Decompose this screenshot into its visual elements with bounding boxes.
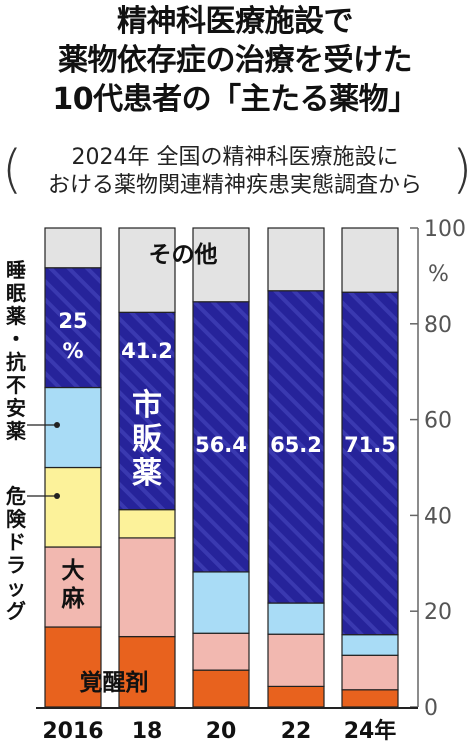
label-danger-char-5: グ — [6, 599, 26, 623]
chart-title: 精神科医療施設で 薬物依存症の治療を受けた 10代患者の「主たる薬物」 — [0, 2, 470, 119]
bar-sleep-2 — [192, 571, 250, 634]
label-otc-char-2: 薬 — [132, 456, 162, 491]
bar-other-3 — [267, 227, 325, 292]
bar-other-1 — [118, 227, 176, 313]
data-label-otc-1: 41.2 — [121, 339, 173, 363]
leader-dot-sleep — [54, 422, 60, 428]
x-tick-label-3: 22 — [281, 719, 312, 744]
x-tick-label-2: 20 — [206, 719, 237, 744]
y-tick-label-0: 0 — [424, 696, 438, 721]
bar-otc-1 — [118, 311, 176, 511]
y-tick-label-80: 80 — [424, 313, 452, 338]
bar-meth-0 — [44, 626, 102, 708]
bar-sleep-3 — [267, 602, 325, 635]
label-cannabis-char-0: 大 — [62, 558, 85, 584]
label-meth: 覚醒剤 — [80, 669, 149, 696]
bar-cannabis-1 — [118, 537, 176, 638]
y-tick-label-100: 100 — [424, 217, 466, 242]
label-sleep-char-2: 薬 — [6, 304, 26, 328]
bar-danger-0 — [44, 466, 102, 548]
y-tick-label-40: 40 — [424, 504, 452, 529]
label-danger-char-2: ド — [6, 530, 26, 554]
bar-meth-4 — [341, 689, 399, 708]
label-sleep-char-7: 薬 — [6, 419, 26, 443]
label-sleep-char-1: 眠 — [6, 281, 26, 305]
bar-meth-2 — [192, 669, 250, 708]
subtitle-line-2: おける薬物関連精神疾患実態調査から — [47, 173, 422, 198]
data-label-otc-2: 56.4 — [195, 433, 247, 457]
bar-otc-2 — [192, 301, 250, 573]
chart-labels: 25% 41.256.4 65.2 71.5その他市販薬覚醒剤大麻睡眠薬・抗不安薬危険… — [6, 242, 396, 696]
bar-otc-3 — [267, 290, 325, 604]
title-line-3: 10代患者の「主たる薬物」 — [52, 82, 418, 117]
x-tick-label-4: 24年 — [344, 718, 397, 744]
x-tick-label-1: 18 — [132, 719, 163, 744]
bar-cannabis-4 — [341, 654, 399, 691]
subtitle-line-1: 2024年 全国の精神科医療施設に — [71, 145, 399, 170]
bar-cannabis-0 — [44, 546, 102, 628]
leader-dot-danger — [54, 493, 60, 499]
label-danger-char-4: ッ — [6, 576, 26, 600]
x-axis: 2016 18 20 22 24年 — [36, 707, 418, 744]
bar-danger-1 — [118, 509, 176, 539]
label-danger-char-0: 危 — [6, 484, 26, 508]
label-danger-char-3: ラ — [6, 553, 26, 577]
bar-otc-0 — [44, 267, 102, 389]
bar-other-0 — [44, 227, 102, 269]
data-label-otc-0-0: 25 — [58, 309, 87, 333]
label-sleep-char-5: 不 — [6, 373, 26, 397]
bar-other-4 — [341, 227, 399, 293]
bar-meth-1 — [118, 635, 176, 708]
chart-subtitle: ( 2024年 全国の精神科医療施設に おける薬物関連精神疾患実態調査から ) — [0, 140, 470, 202]
label-sleep-char-6: 安 — [6, 396, 26, 420]
subtitle-open-paren: ( — [2, 140, 23, 200]
y-tick-label-60: 60 — [424, 409, 452, 434]
label-other: その他 — [149, 242, 218, 268]
y-tick-label-20: 20 — [424, 600, 452, 625]
title-line-2: 薬物依存症の治療を受けた — [58, 43, 413, 78]
y-axis: 0 20 40 60 80 100% — [410, 217, 466, 721]
bars-group — [44, 227, 399, 708]
bar-cannabis-2 — [192, 632, 250, 671]
bar-sleep-4 — [341, 634, 399, 656]
data-label-otc-4: 71.5 — [344, 433, 396, 457]
bar-otc-4 — [341, 291, 399, 636]
label-cannabis-char-1: 麻 — [61, 585, 86, 612]
label-sleep-char-3: ・ — [6, 327, 26, 351]
bar-sleep-0 — [44, 386, 102, 469]
label-otc-char-0: 市 — [132, 388, 162, 423]
bar-other-2 — [192, 227, 250, 303]
data-label-otc-3: 65.2 — [270, 433, 322, 457]
label-sleep-char-0: 睡 — [6, 258, 26, 282]
bar-cannabis-3 — [267, 633, 325, 688]
subtitle-close-paren: ) — [452, 142, 470, 198]
label-sleep-char-4: 抗 — [6, 350, 26, 374]
label-danger-char-1: 険 — [6, 507, 27, 531]
bar-meth-3 — [267, 685, 325, 708]
x-tick-label-0: 2016 — [42, 719, 103, 744]
title-line-1: 精神科医療施設で — [117, 4, 354, 39]
data-label-otc-0-1: % — [62, 339, 83, 363]
y-unit-label: % — [428, 262, 449, 287]
label-otc-char-1: 販 — [132, 422, 163, 457]
